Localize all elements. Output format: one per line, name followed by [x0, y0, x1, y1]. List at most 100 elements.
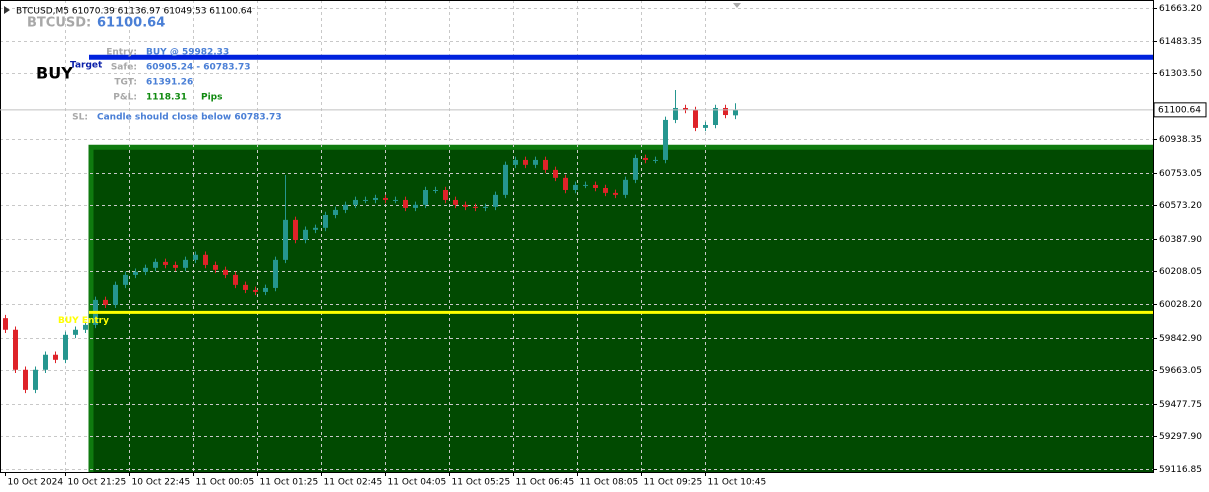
candle-body	[573, 184, 578, 190]
y-tick-label: 61483.35	[1159, 37, 1202, 47]
candle-body	[163, 261, 168, 265]
x-tick-label: 10 Oct 2024	[8, 478, 64, 488]
x-tick-label: 10 Oct 21:25	[68, 478, 127, 488]
candle-body	[683, 107, 688, 110]
candle-body	[273, 259, 278, 288]
x-tick-label: 11 Oct 00:05	[196, 478, 255, 488]
candle-body	[33, 369, 38, 390]
candle-body	[553, 169, 558, 178]
candle-body	[383, 197, 388, 200]
y-tick-label: 59116.85	[1159, 465, 1202, 475]
candle-body	[673, 107, 678, 120]
candle-body	[123, 274, 128, 285]
current-price-box	[1153, 102, 1207, 118]
candle-body	[493, 194, 498, 207]
level-label: BUY Entry	[58, 316, 109, 326]
zone	[89, 145, 1153, 472]
candle-body	[323, 214, 328, 228]
safe-label: Safe:	[111, 63, 137, 73]
candle-body	[693, 109, 698, 128]
candle-body	[633, 157, 638, 180]
candle-body	[343, 204, 348, 210]
candle-body	[613, 192, 618, 195]
candle-body	[563, 177, 568, 190]
candle-body	[533, 159, 538, 165]
candle-body	[223, 269, 228, 275]
y-tick-label: 59297.90	[1159, 432, 1202, 442]
candle-body	[363, 199, 368, 201]
candle-body	[333, 209, 338, 215]
plot-back	[0, 0, 1153, 472]
signal: BUY	[36, 64, 73, 83]
candle-body	[303, 229, 308, 240]
candle-body	[13, 329, 18, 370]
candle-body	[413, 204, 418, 208]
y-tick-label: 60938.35	[1159, 135, 1202, 145]
pnl-value: 1118.31	[146, 93, 187, 103]
candle-body	[293, 219, 298, 240]
candle-body	[513, 159, 518, 165]
y-tick-label: 60387.90	[1159, 235, 1202, 245]
x-tick-label: 11 Oct 06:45	[516, 478, 575, 488]
sl-label: SL:	[72, 113, 88, 123]
current-price-label: 61100.64	[1158, 105, 1201, 115]
candle-body	[23, 369, 28, 390]
candle-body	[663, 119, 668, 160]
x-tick-label: 11 Oct 10:45	[708, 478, 767, 488]
candle-body	[393, 199, 398, 201]
y-tick-label: 60753.05	[1159, 169, 1202, 179]
price-value: 61100.64	[97, 16, 165, 31]
candle-body	[543, 159, 548, 170]
candle-body	[113, 284, 118, 305]
candle-body	[263, 287, 268, 292]
candle-body	[623, 179, 628, 195]
y-tick-label: 60573.20	[1159, 201, 1202, 211]
candle-body	[593, 184, 598, 188]
candle-body	[133, 271, 138, 275]
candle-body	[193, 254, 198, 260]
candle-body	[73, 329, 78, 335]
candle-body	[523, 159, 528, 165]
symbol-icon	[4, 6, 10, 14]
pnl-label: P&L:	[113, 93, 137, 103]
level-label: Target	[70, 61, 103, 71]
candle-body	[483, 206, 488, 208]
candle-body	[283, 219, 288, 260]
candle-body	[153, 261, 158, 268]
entry-text: BUY @ 59982.33	[146, 48, 229, 58]
candle-body	[653, 159, 658, 161]
candle-body	[733, 109, 738, 116]
overlay: BTCUSD,M5 61070.39 61136.97 61049.53 611…	[4, 6, 282, 326]
y-tick-label: 61303.50	[1159, 69, 1202, 79]
y-tick-label: 59477.75	[1159, 400, 1202, 410]
candle-body	[453, 199, 458, 205]
candle-body	[443, 189, 448, 200]
tgt-value: 61391.26	[146, 78, 193, 88]
candle-body	[723, 107, 728, 116]
candle-body	[233, 274, 238, 285]
candle-body	[373, 197, 378, 200]
price-label: BTCUSD:	[27, 16, 91, 31]
x-tick-label: 11 Oct 05:25	[452, 478, 511, 488]
candle-body	[83, 324, 88, 330]
y-tick-label: 60208.05	[1159, 267, 1202, 277]
candle-body	[63, 334, 68, 360]
candle-body	[143, 267, 148, 272]
candle-body	[713, 107, 718, 125]
pnl-unit: Pips	[201, 93, 222, 103]
zone-border	[88, 144, 1153, 472]
x-tick-label: 11 Oct 01:25	[260, 478, 319, 488]
y-tick-label: 59663.05	[1159, 366, 1202, 376]
candle-body	[473, 206, 478, 208]
entry-label: Entry:	[106, 48, 137, 58]
x-tick-label: 11 Oct 04:05	[388, 478, 447, 488]
y-tick-label: 59842.90	[1159, 334, 1202, 344]
candle-body	[643, 157, 648, 160]
tgt-label: TGT:	[114, 78, 137, 88]
candle-body	[503, 164, 508, 195]
candle-body	[3, 318, 8, 330]
safe-text: 60905.24 - 60783.73	[146, 63, 251, 73]
candle-body	[583, 184, 588, 186]
x-tick-label: 11 Oct 02:45	[324, 478, 383, 488]
